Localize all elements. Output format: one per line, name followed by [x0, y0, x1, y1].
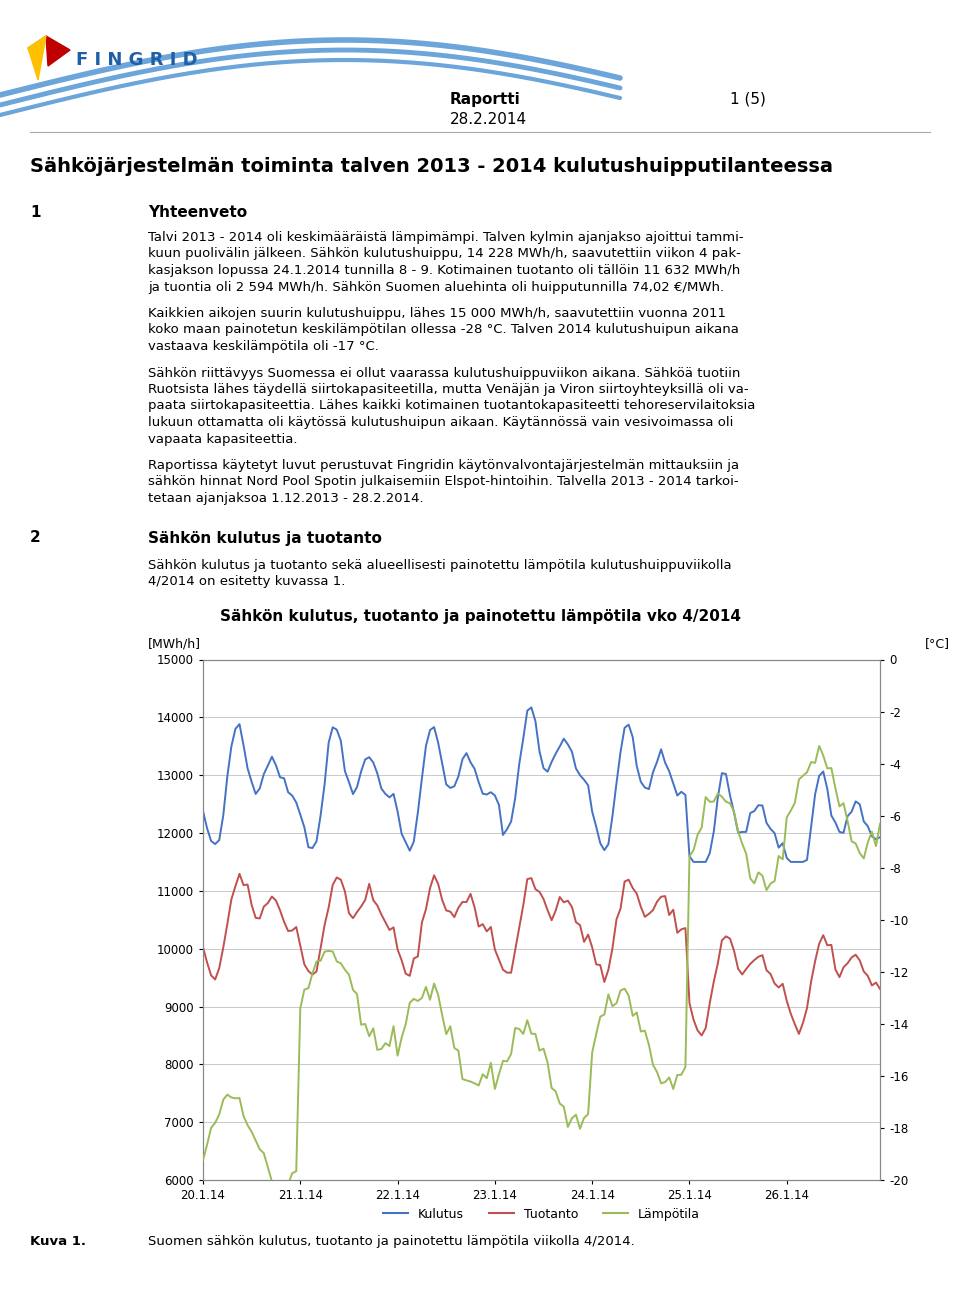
Text: 1: 1 [30, 206, 40, 220]
Text: lukuun ottamatta oli käytössä kulutushuipun aikaan. Käytännössä vain vesivoimass: lukuun ottamatta oli käytössä kulutushui… [148, 416, 733, 429]
Text: [°C]: [°C] [925, 637, 950, 650]
Text: kasjakson lopussa 24.1.2014 tunnilla 8 - 9. Kotimainen tuotanto oli tällöin 11 6: kasjakson lopussa 24.1.2014 tunnilla 8 -… [148, 264, 740, 277]
Text: F I N G R I D: F I N G R I D [76, 51, 198, 69]
Text: ja tuontia oli 2 594 MWh/h. Sähkön Suomen aluehinta oli huipputunnilla 74,02 €/M: ja tuontia oli 2 594 MWh/h. Sähkön Suome… [148, 281, 724, 294]
Text: Sähkön kulutus ja tuotanto sekä alueellisesti painotettu lämpötila kulutushuippu: Sähkön kulutus ja tuotanto sekä alueelli… [148, 558, 732, 571]
Text: 1 (5): 1 (5) [730, 92, 766, 107]
Text: [MWh/h]: [MWh/h] [148, 637, 201, 650]
Text: Kuva 1.: Kuva 1. [30, 1235, 86, 1248]
Text: sähkön hinnat Nord Pool Spotin julkaisemiin Elspot-hintoihin. Talvella 2013 - 20: sähkön hinnat Nord Pool Spotin julkaisem… [148, 475, 738, 488]
Text: Suomen sähkön kulutus, tuotanto ja painotettu lämpötila viikolla 4/2014.: Suomen sähkön kulutus, tuotanto ja paino… [148, 1235, 635, 1248]
Text: Sähkön riittävyys Suomessa ei ollut vaarassa kulutushuippuviikon aikana. Sähköä : Sähkön riittävyys Suomessa ei ollut vaar… [148, 367, 740, 380]
Polygon shape [28, 36, 46, 66]
Text: Sähkön kulutus, tuotanto ja painotettu lämpötila vko 4/2014: Sähkön kulutus, tuotanto ja painotettu l… [220, 609, 740, 624]
Text: Yhteenveto: Yhteenveto [148, 206, 247, 220]
Text: vapaata kapasiteettia.: vapaata kapasiteettia. [148, 432, 298, 445]
Text: Sähköjärjestelmän toiminta talven 2013 - 2014 kulutushuipputilanteessa: Sähköjärjestelmän toiminta talven 2013 -… [30, 157, 833, 176]
Text: koko maan painotetun keskilämpötilan ollessa -28 °C. Talven 2014 kulutushuipun a: koko maan painotetun keskilämpötilan oll… [148, 324, 739, 337]
Text: paata siirtokapasiteettia. Lähes kaikki kotimainen tuotantokapasiteetti tehorese: paata siirtokapasiteettia. Lähes kaikki … [148, 399, 756, 412]
Text: Raportti: Raportti [450, 92, 520, 107]
Text: Talvi 2013 - 2014 oli keskimääräistä lämpimämpi. Talven kylmin ajanjakso ajoittu: Talvi 2013 - 2014 oli keskimääräistä läm… [148, 232, 744, 245]
Text: 2: 2 [30, 531, 40, 545]
Text: Kaikkien aikojen suurin kulutushuippu, lähes 15 000 MWh/h, saavutettiin vuonna 2: Kaikkien aikojen suurin kulutushuippu, l… [148, 307, 726, 320]
Text: Sähkön kulutus ja tuotanto: Sähkön kulutus ja tuotanto [148, 531, 382, 545]
Legend: Kulutus, Tuotanto, Lämpötila: Kulutus, Tuotanto, Lämpötila [378, 1203, 706, 1226]
Text: tetaan ajanjaksoa 1.12.2013 - 28.2.2014.: tetaan ajanjaksoa 1.12.2013 - 28.2.2014. [148, 492, 423, 505]
Polygon shape [46, 36, 70, 66]
Polygon shape [28, 36, 46, 79]
Text: vastaava keskilämpötila oli -17 °C.: vastaava keskilämpötila oli -17 °C. [148, 340, 379, 353]
Text: Raportissa käytetyt luvut perustuvat Fingridin käytönvalvontajärjestelmän mittau: Raportissa käytetyt luvut perustuvat Fin… [148, 459, 739, 472]
Text: Ruotsista lähes täydellä siirtokapasiteetilla, mutta Venäjän ja Viron siirtoyhte: Ruotsista lähes täydellä siirtokapasitee… [148, 382, 749, 396]
Text: kuun puolivälin jälkeen. Sähkön kulutushuippu, 14 228 MWh/h, saavutettiin viikon: kuun puolivälin jälkeen. Sähkön kulutush… [148, 247, 741, 260]
Text: 4/2014 on esitetty kuvassa 1.: 4/2014 on esitetty kuvassa 1. [148, 575, 346, 588]
Text: 28.2.2014: 28.2.2014 [450, 112, 527, 127]
